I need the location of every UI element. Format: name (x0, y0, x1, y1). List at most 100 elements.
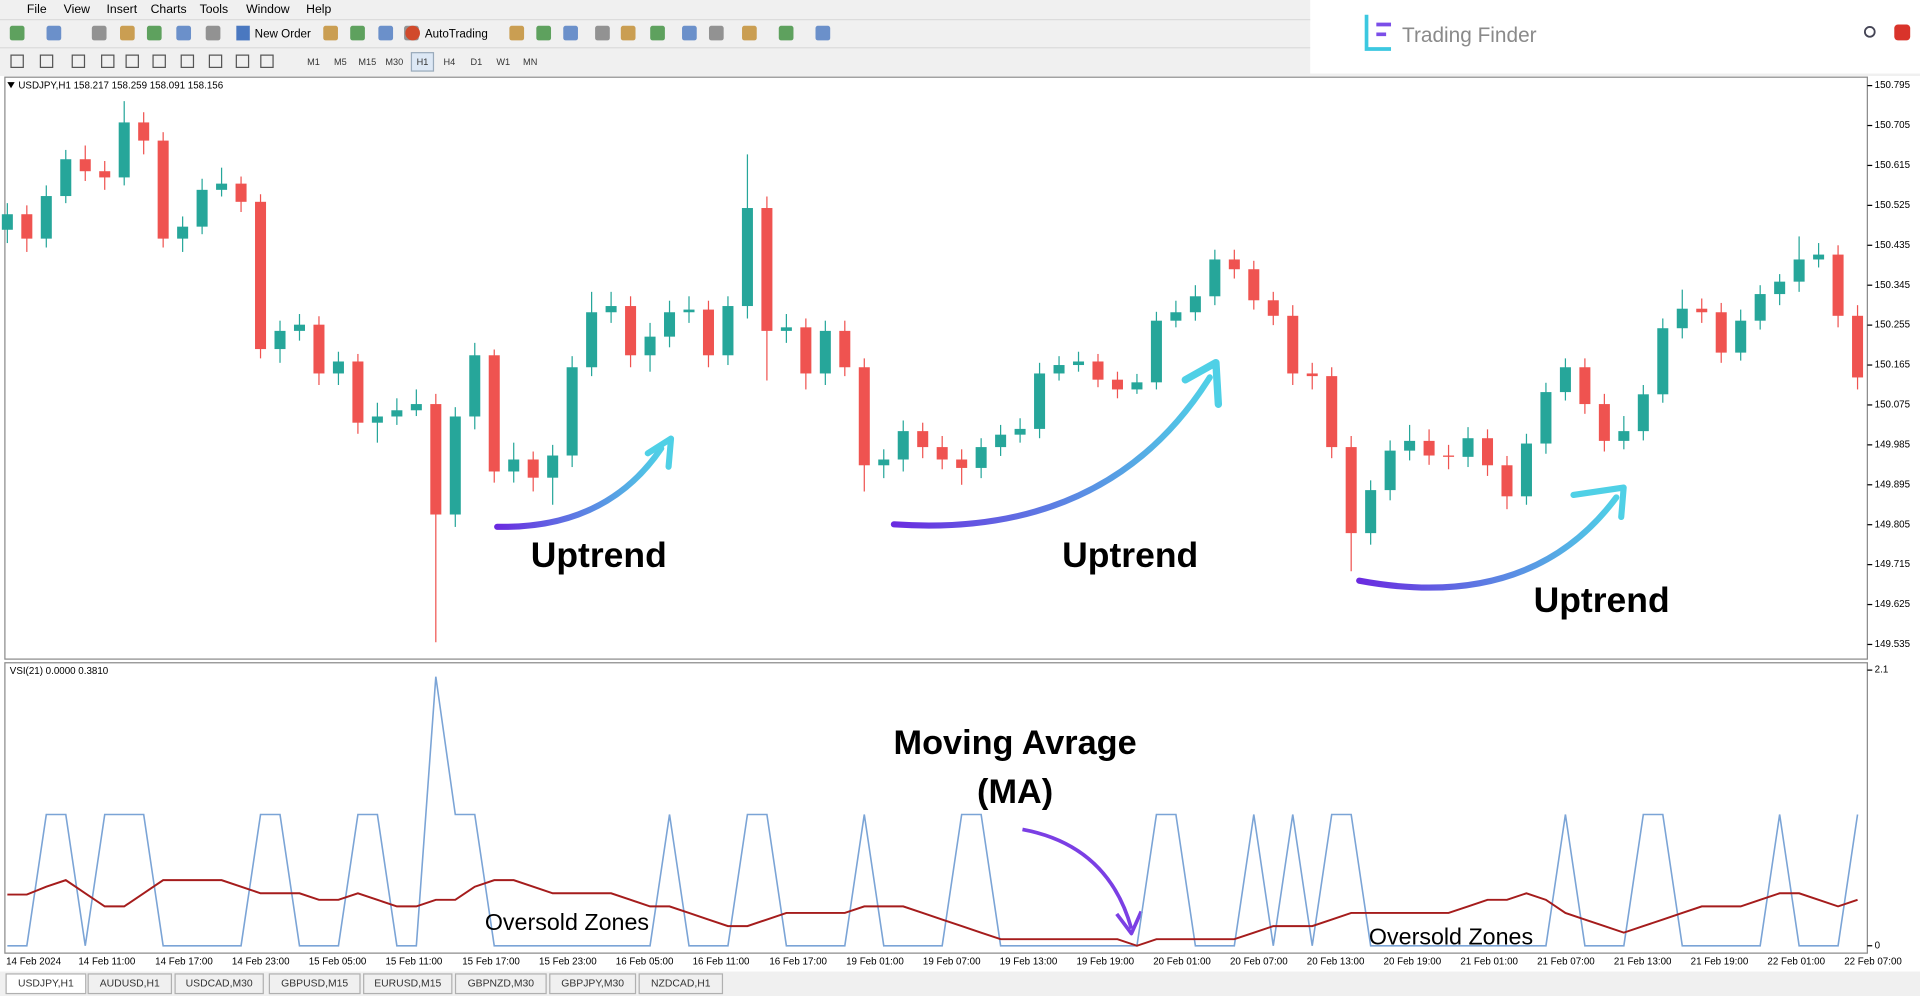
toolbar-icon[interactable] (91, 25, 107, 41)
candle-body (1209, 259, 1221, 297)
new-order-button[interactable]: New Order (255, 27, 311, 40)
toolbar-icon[interactable] (180, 54, 195, 68)
tab-label[interactable]: USDCAD,M30 (186, 978, 253, 989)
toolbar-icon[interactable] (208, 54, 223, 68)
tab-label[interactable]: EURUSD,M15 (374, 978, 441, 989)
tab[interactable] (5, 973, 87, 995)
candle-body (391, 410, 403, 417)
toolbar-icon[interactable] (682, 25, 697, 41)
toolbar-icon[interactable] (101, 54, 115, 68)
toolbar-icon[interactable] (39, 54, 54, 68)
time-label: 20 Feb 01:00 (1153, 956, 1211, 967)
toolbar-icon[interactable] (46, 25, 62, 41)
toolbar-icon[interactable] (708, 25, 724, 41)
timeframe-button[interactable]: M5 (334, 57, 347, 67)
toolbar-icon[interactable] (563, 25, 578, 41)
autotrading-button[interactable]: AutoTrading (425, 27, 488, 40)
menu-item[interactable]: View (64, 2, 90, 16)
tab[interactable] (638, 973, 724, 995)
menu-item[interactable]: Charts (151, 2, 187, 16)
price-label: 149.985 (1875, 439, 1911, 450)
tab-label[interactable]: GBPNZD,M30 (468, 978, 535, 989)
toolbar-icon[interactable] (378, 25, 394, 41)
toolbar-icon[interactable] (350, 25, 365, 41)
toolbar-icon[interactable] (778, 25, 794, 41)
menu-item[interactable]: File (27, 2, 47, 16)
candle-body (995, 434, 1007, 448)
menu-item[interactable]: Help (306, 2, 331, 16)
toolbar-icon[interactable] (125, 54, 139, 68)
candle-body (1170, 312, 1182, 321)
timeframe-button[interactable]: MN (523, 57, 537, 67)
timeframe-button[interactable]: M15 (358, 57, 376, 67)
toolbar-icon[interactable] (152, 54, 166, 68)
timeframe-button[interactable]: W1 (496, 57, 510, 67)
toolbar-icon[interactable] (509, 25, 525, 41)
candle-body (157, 140, 169, 239)
tab[interactable] (549, 973, 637, 995)
toolbar-icon[interactable] (235, 54, 250, 68)
timeframe-button[interactable]: M30 (385, 57, 403, 67)
timeframe-button[interactable]: D1 (470, 57, 482, 67)
indicator-label: 2.1 (1875, 665, 1889, 676)
menu-item[interactable]: Insert (107, 2, 138, 16)
annotation: Uptrend (1062, 535, 1198, 575)
toolbar-icon[interactable] (176, 25, 192, 41)
candle-body (683, 309, 695, 313)
tab-label[interactable]: GBPUSD,M15 (281, 978, 348, 989)
time-label: 21 Feb 01:00 (1460, 956, 1518, 967)
new-order-icon[interactable] (236, 25, 250, 41)
annotation: Oversold Zones (485, 909, 649, 935)
menu-item[interactable]: Window (246, 2, 290, 16)
candle-body (741, 208, 753, 307)
autotrading-icon[interactable] (405, 25, 420, 41)
candle-body (1520, 443, 1532, 497)
tab-label[interactable]: NZDCAD,H1 (651, 978, 711, 989)
menu-item[interactable]: Tools (200, 2, 229, 16)
tab-label[interactable]: GBPJPY,M30 (561, 978, 624, 989)
candle-body (1676, 308, 1688, 329)
candle-body (1462, 438, 1474, 457)
logo-text: Trading Finder (1402, 24, 1537, 47)
candle-body (1813, 254, 1825, 260)
candle-body (878, 459, 890, 466)
toolbar-icon[interactable] (650, 25, 665, 41)
timeframe-button[interactable]: H4 (444, 57, 456, 67)
toolbar-icon[interactable] (536, 25, 552, 41)
toolbar-icon[interactable] (260, 54, 274, 68)
alert-icon[interactable] (1894, 24, 1911, 41)
toolbar-icon[interactable] (9, 25, 25, 41)
candle-body (644, 336, 656, 356)
toolbar-icon[interactable] (595, 25, 610, 41)
toolbar-icon[interactable] (323, 25, 338, 41)
candle-body (1793, 259, 1805, 282)
timeframe-button[interactable]: M1 (307, 57, 320, 67)
toolbar-icon[interactable] (742, 25, 757, 41)
toolbar-icon[interactable] (205, 25, 221, 41)
tab-label[interactable]: AUDUSD,H1 (100, 978, 160, 989)
tab[interactable] (363, 973, 453, 995)
tab[interactable] (87, 973, 173, 995)
toolbar-icon[interactable] (146, 25, 162, 41)
toolbar-icon[interactable] (815, 25, 831, 41)
price-label: 149.535 (1875, 639, 1911, 650)
toolbar-icon[interactable] (120, 25, 135, 41)
candle-body (527, 459, 539, 478)
time-label: 20 Feb 19:00 (1384, 956, 1442, 967)
toolbar-icon[interactable] (71, 54, 86, 68)
candle-body (274, 330, 286, 350)
candle-body (1540, 392, 1552, 444)
candle-body (819, 330, 831, 374)
indicator-header: VSI(21) 0.0000 0.3810 (10, 666, 109, 677)
candle-body (21, 214, 33, 239)
indicator-pane (4, 662, 1868, 954)
tab-label[interactable]: USDJPY,H1 (18, 978, 74, 989)
tab[interactable] (454, 973, 547, 995)
timeframe-button[interactable]: H1 (417, 57, 429, 67)
candle-body (1754, 294, 1766, 321)
toolbar-icon[interactable] (620, 25, 636, 41)
search-icon[interactable] (1863, 26, 1876, 38)
tab[interactable] (174, 973, 264, 995)
toolbar-icon[interactable] (10, 54, 24, 68)
tab[interactable] (268, 973, 361, 995)
